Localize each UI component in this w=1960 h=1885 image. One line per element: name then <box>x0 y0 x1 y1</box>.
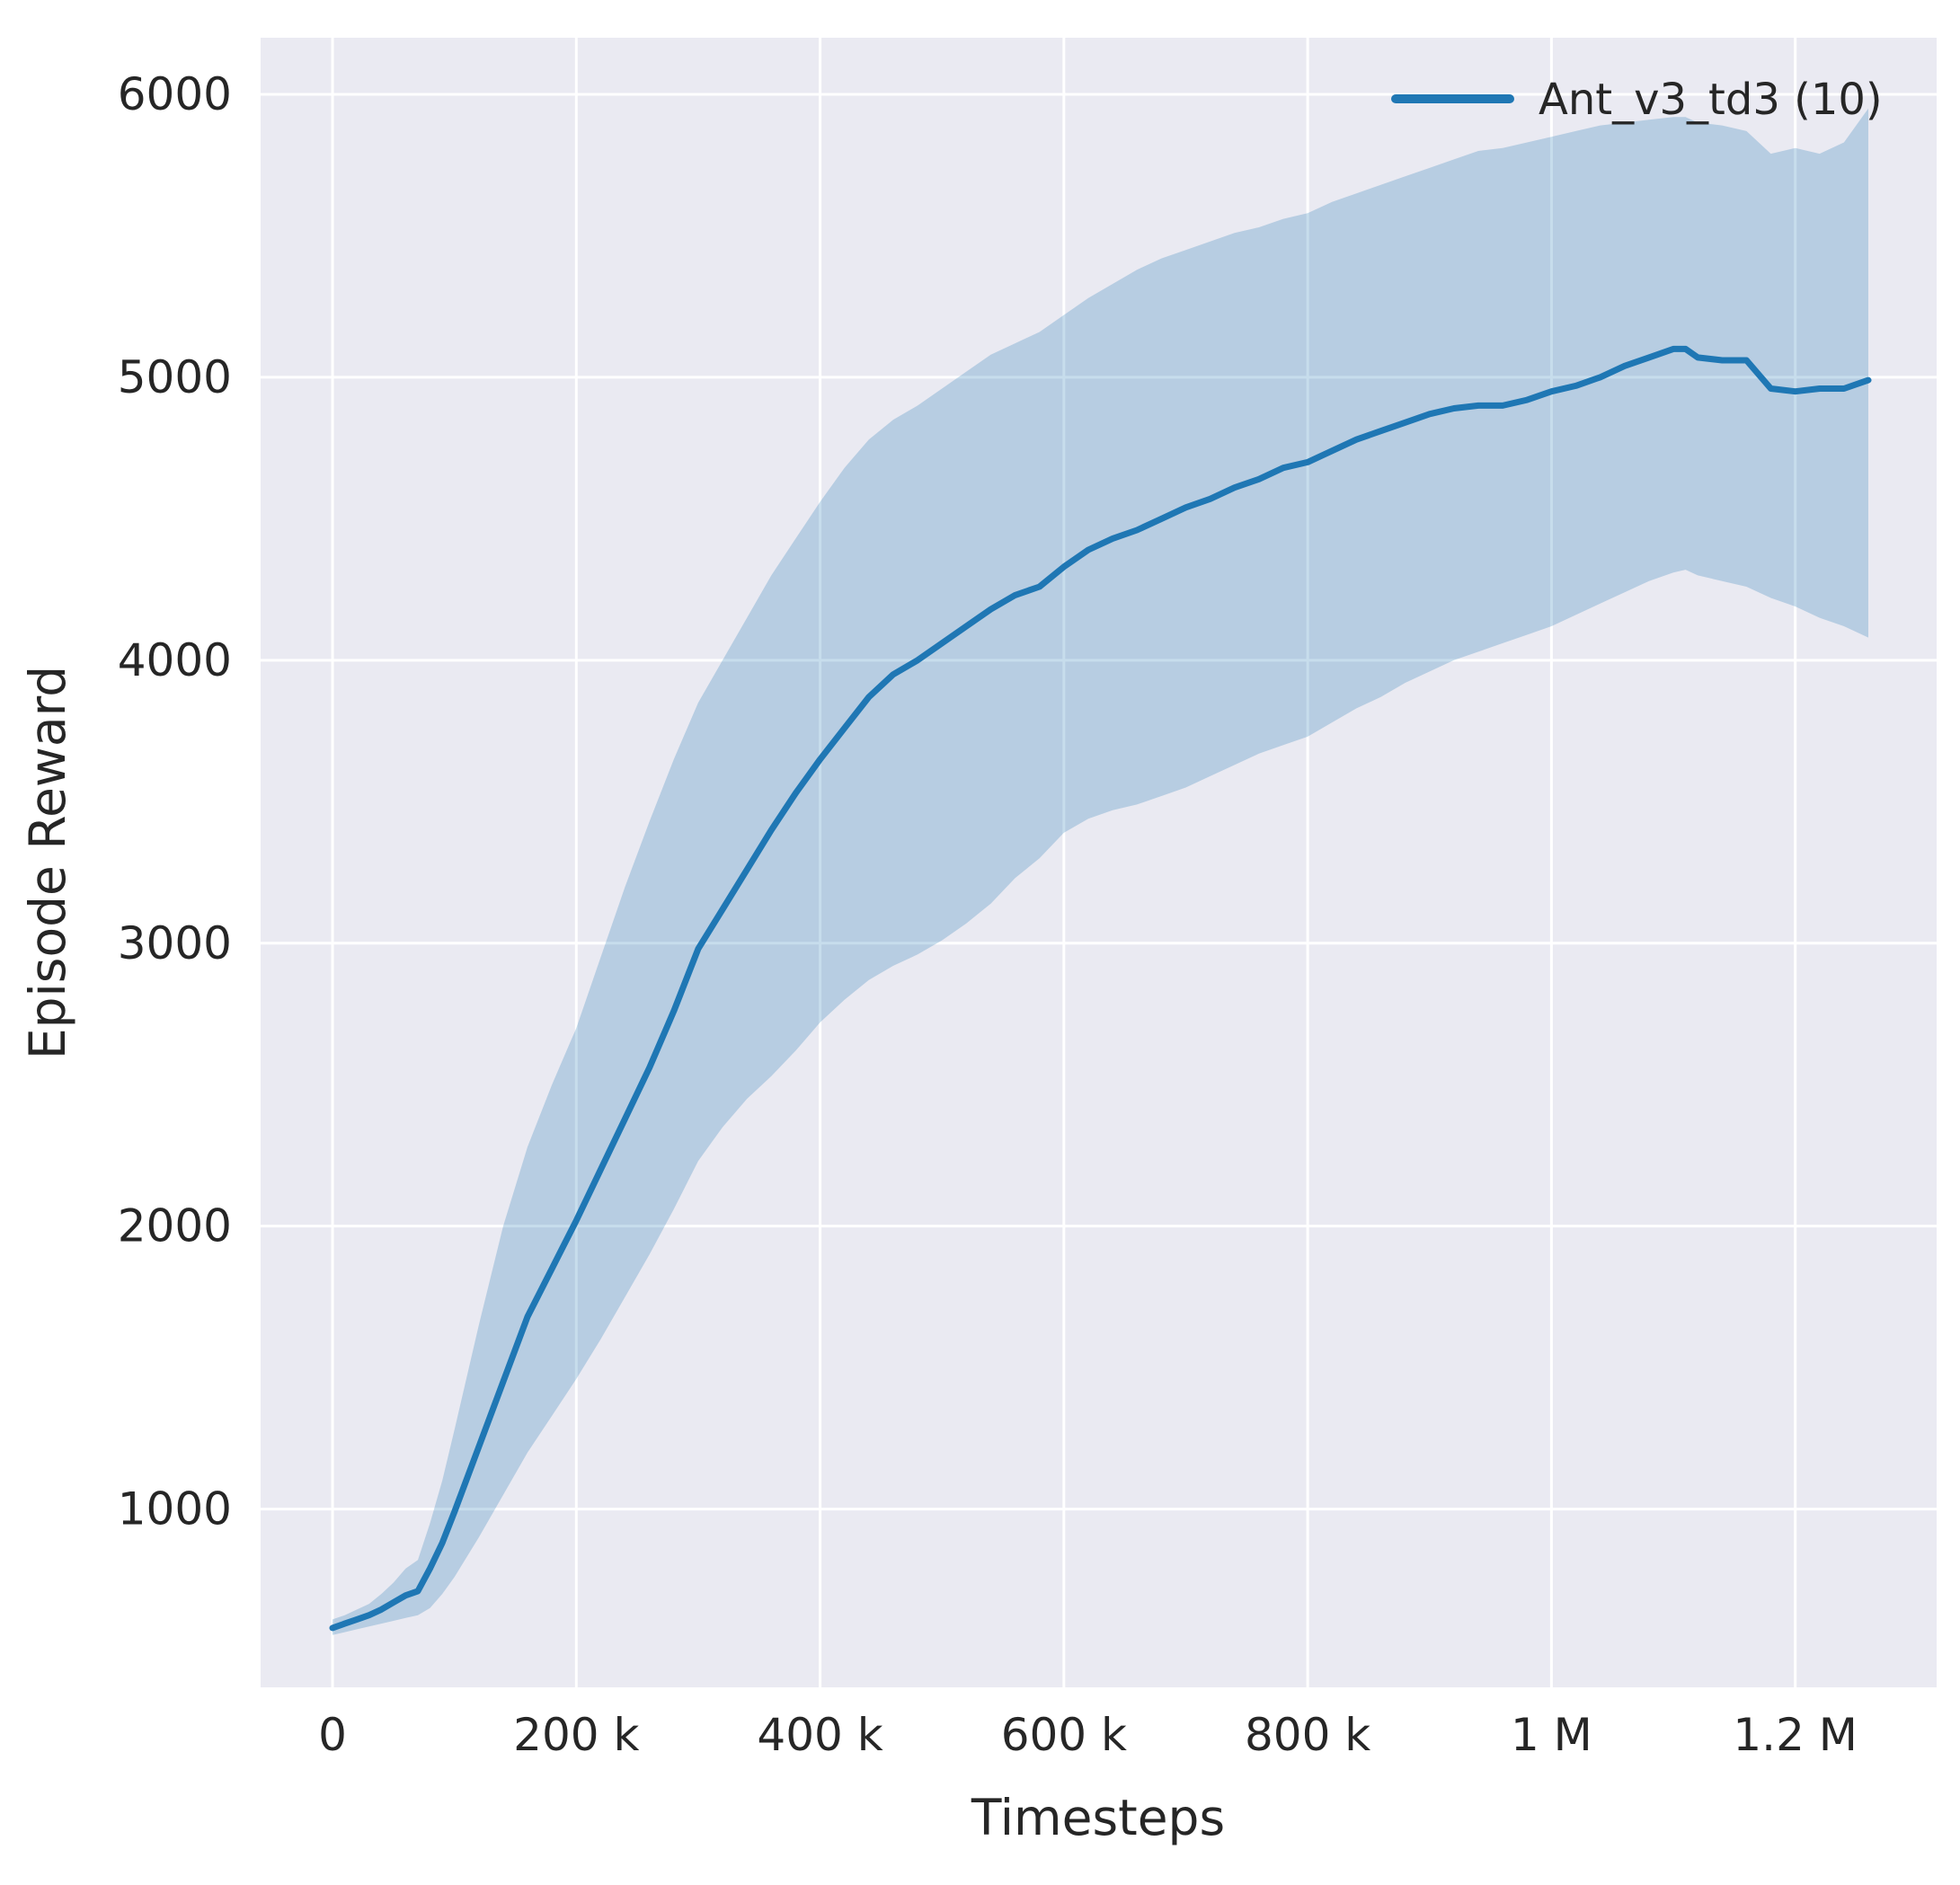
y-tick-label: 3000 <box>118 917 232 969</box>
confidence-band <box>333 108 1868 1635</box>
x-tick-label: 1 M <box>1511 1709 1592 1761</box>
grid <box>261 38 1937 1687</box>
x-tick-labels: 0 200 k 400 k 600 k 800 k 1 M 1.2 M <box>318 1709 1858 1761</box>
x-tick-label: 0 <box>318 1709 347 1761</box>
legend-label: Ant_v3_td3 (10) <box>1539 75 1883 125</box>
y-tick-labels: 1000 2000 3000 4000 5000 6000 <box>118 68 232 1535</box>
mean-line-path <box>329 345 1872 1632</box>
x-axis-label: Timesteps <box>971 1789 1225 1846</box>
y-tick-label: 1000 <box>118 1483 232 1535</box>
x-tick-label: 200 k <box>513 1709 639 1761</box>
y-axis-label: Episode Reward <box>19 666 76 1059</box>
y-tick-label: 4000 <box>118 634 232 686</box>
y-tick-label: 5000 <box>118 351 232 403</box>
legend: Ant_v3_td3 (10) <box>1391 75 1883 125</box>
confidence-band-path <box>333 108 1868 1635</box>
plot-area <box>261 38 1937 1687</box>
y-tick-label: 2000 <box>118 1200 232 1252</box>
x-tick-label: 1.2 M <box>1733 1709 1858 1761</box>
y-tick-label: 6000 <box>118 68 232 120</box>
x-tick-label: 400 k <box>757 1709 882 1761</box>
x-tick-label: 800 k <box>1245 1709 1370 1761</box>
x-tick-label: 600 k <box>1001 1709 1127 1761</box>
mean-line <box>329 345 1872 1632</box>
